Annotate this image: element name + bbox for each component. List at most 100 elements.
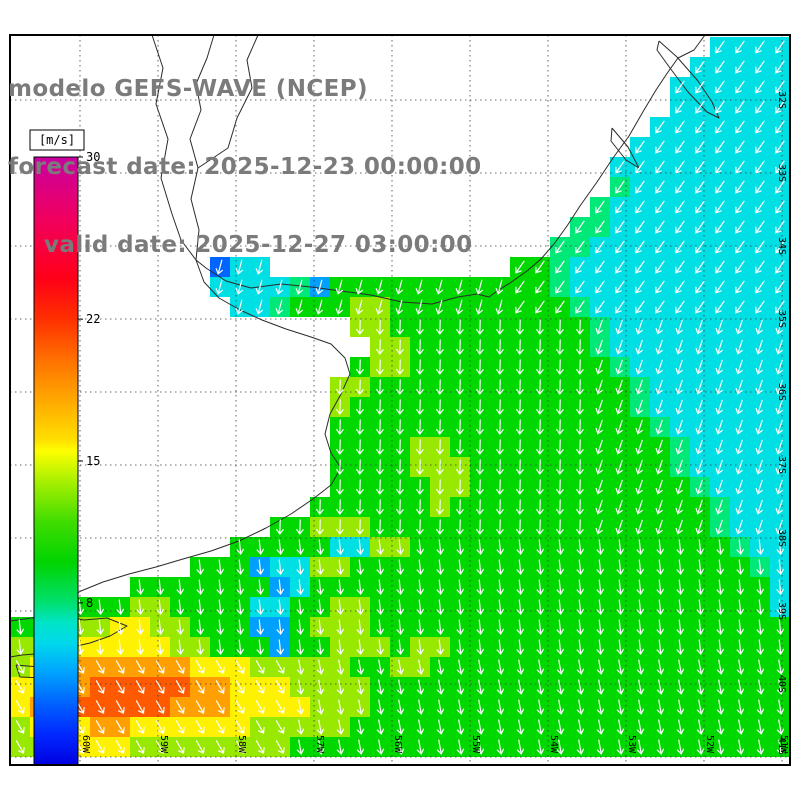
wind-arrow bbox=[376, 459, 384, 476]
wind-arrow bbox=[396, 319, 404, 336]
wind-arrow bbox=[496, 659, 505, 675]
wind-arrow bbox=[735, 200, 745, 214]
wind-arrow bbox=[476, 719, 485, 735]
wind-arrow bbox=[615, 399, 623, 415]
wind-arrow bbox=[275, 660, 285, 674]
wind-arrow bbox=[655, 160, 665, 174]
wind-arrow bbox=[275, 299, 284, 315]
wind-arrow bbox=[615, 300, 625, 314]
wind-arrow bbox=[636, 699, 645, 715]
wind-arrow bbox=[556, 439, 564, 456]
wind-arrow bbox=[535, 260, 545, 274]
wind-arrow bbox=[755, 180, 765, 194]
wind-arrow bbox=[715, 359, 723, 375]
wind-arrow bbox=[116, 619, 125, 635]
wind-arrow bbox=[135, 660, 145, 674]
wind-arrow bbox=[636, 679, 645, 695]
wind-arrow bbox=[775, 60, 785, 74]
wind-arrow bbox=[336, 399, 344, 416]
wind-arrow bbox=[595, 319, 603, 335]
wind-arrow bbox=[735, 80, 745, 94]
wind-arrow bbox=[715, 499, 723, 515]
lat-label: 35S bbox=[776, 310, 787, 328]
wind-arrow bbox=[396, 739, 405, 755]
wind-arrow bbox=[296, 679, 305, 695]
wind-arrow bbox=[676, 639, 685, 655]
wind-arrow bbox=[196, 579, 205, 595]
wind-arrow bbox=[215, 259, 224, 275]
colorbar-tick-label: 30 bbox=[86, 150, 100, 164]
wind-arrow bbox=[456, 679, 465, 695]
wind-arrow bbox=[675, 499, 683, 515]
wind-arrow bbox=[396, 699, 405, 715]
wind-arrow bbox=[476, 319, 484, 336]
wind-arrow bbox=[755, 419, 763, 435]
wind-arrow bbox=[775, 140, 785, 154]
wind-arrow bbox=[496, 579, 505, 595]
wind-arrow bbox=[516, 539, 525, 555]
wind-arrow bbox=[356, 639, 365, 655]
wind-arrow bbox=[776, 739, 785, 755]
wind-arrow bbox=[416, 479, 424, 496]
wind-arrow bbox=[655, 120, 665, 134]
wind-arrow bbox=[436, 519, 444, 536]
wind-arrow bbox=[436, 639, 445, 655]
wind-arrow bbox=[576, 359, 584, 376]
wind-arrow bbox=[336, 599, 345, 615]
wind-arrow bbox=[736, 619, 745, 635]
wind-arrow bbox=[755, 220, 765, 234]
wind-arrow bbox=[675, 240, 685, 254]
wind-arrow bbox=[696, 579, 705, 595]
wind-arrow bbox=[115, 740, 125, 754]
colorbar-tick-label: 8 bbox=[86, 596, 93, 610]
wind-arrow bbox=[576, 559, 585, 575]
wind-arrow bbox=[196, 639, 205, 655]
wind-arrow bbox=[515, 280, 525, 294]
wind-arrow bbox=[675, 399, 683, 415]
wind-arrow bbox=[755, 240, 765, 254]
wind-arrow bbox=[496, 479, 504, 496]
wind-arrow bbox=[336, 459, 344, 476]
wind-arrow bbox=[556, 499, 564, 516]
wind-arrow bbox=[336, 439, 344, 456]
wind-arrow bbox=[635, 140, 645, 154]
wind-arrow bbox=[755, 479, 763, 495]
wind-arrow bbox=[615, 260, 625, 274]
wind-arrow bbox=[516, 519, 524, 536]
wind-arrow bbox=[235, 700, 245, 714]
wind-arrow bbox=[496, 679, 505, 695]
wind-arrow bbox=[536, 499, 544, 516]
wind-arrow bbox=[235, 299, 244, 315]
lon-label: 52W bbox=[704, 735, 715, 754]
wind-arrow bbox=[356, 519, 364, 536]
wind-arrow bbox=[376, 739, 385, 755]
wind-arrow bbox=[595, 499, 603, 515]
wind-arrow bbox=[776, 679, 785, 695]
wind-arrow bbox=[96, 599, 105, 615]
wind-arrow bbox=[175, 740, 185, 754]
wind-arrow bbox=[755, 120, 765, 134]
wind-arrow bbox=[516, 439, 524, 456]
wind-arrow bbox=[115, 660, 125, 674]
wind-arrow bbox=[276, 519, 284, 536]
wind-arrow bbox=[296, 599, 305, 615]
wind-arrow bbox=[715, 40, 725, 54]
wind-arrow bbox=[155, 720, 165, 734]
wind-arrow bbox=[296, 699, 305, 715]
wind-arrow bbox=[735, 479, 743, 495]
wind-arrow bbox=[496, 339, 504, 356]
wind-arrow bbox=[715, 419, 723, 435]
wind-arrow bbox=[675, 359, 683, 375]
wind-arrow bbox=[616, 659, 625, 675]
wind-arrow bbox=[615, 240, 625, 254]
wind-arrow bbox=[735, 399, 743, 415]
wind-arrow bbox=[376, 579, 385, 595]
wind-arrow bbox=[716, 719, 725, 735]
wind-arrow bbox=[715, 459, 723, 475]
wind-arrow bbox=[356, 399, 364, 416]
wind-arrow bbox=[615, 160, 625, 174]
wind-arrow bbox=[675, 439, 683, 455]
wind-arrow bbox=[255, 279, 264, 295]
wind-arrow bbox=[675, 280, 685, 294]
wind-arrow bbox=[775, 419, 783, 435]
